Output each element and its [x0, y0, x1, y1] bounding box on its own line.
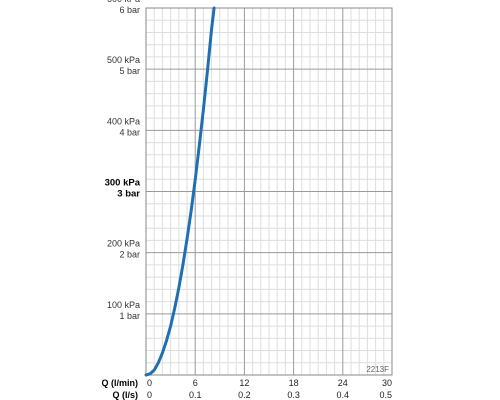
x-tick-label: 0.3: [287, 390, 300, 400]
y-tick-label-bar: 1 bar: [119, 311, 140, 321]
x-tick-label: 0: [147, 390, 152, 400]
chart-code-label: 2213F: [366, 365, 389, 374]
y-tick-label-kpa: 300 kPa: [105, 178, 141, 189]
y-tick-label-kpa: 100 kPa: [107, 300, 140, 310]
x-axis-labels: Q (l/min) 0 6 12 18 24 30 Q (l/s) 0 0.1 0.2 0.3 0.4 0…: [102, 378, 393, 400]
y-tick-label-bar: 3 bar: [117, 189, 140, 200]
y-tick-label-kpa: 400 kPa: [107, 116, 140, 126]
y-tick-label-bar: 4 bar: [119, 127, 140, 137]
x-tick-label: 0.2: [238, 390, 251, 400]
x-tick-label: 6: [193, 378, 198, 388]
series-line: [144, 6, 216, 377]
x-axis-row-label: Q (l/min): [102, 378, 139, 388]
plot-frame: [145, 7, 393, 376]
y-tick-label-kpa: 500 kPa: [107, 55, 140, 65]
x-tick-label: 0: [147, 378, 152, 388]
y-tick-label-kpa: 200 kPa: [107, 239, 140, 249]
major-grid: [146, 8, 392, 375]
x-tick-label: 12: [239, 378, 249, 388]
x-tick-label: 0.5: [379, 390, 392, 400]
y-tick-label-bar: 2 bar: [119, 250, 140, 260]
x-axis-row-label: Q (l/s): [112, 390, 138, 400]
x-tick-label: 0.1: [189, 390, 202, 400]
y-tick-label-bar: 6 bar: [119, 5, 140, 15]
x-tick-label: 30: [382, 378, 392, 388]
x-tick-label: 24: [338, 378, 348, 388]
x-tick-label: 18: [289, 378, 299, 388]
x-tick-label: 0.4: [337, 390, 350, 400]
y-tick-label-kpa: 600 kPa: [107, 0, 140, 4]
y-tick-label-bar: 5 bar: [119, 66, 140, 76]
